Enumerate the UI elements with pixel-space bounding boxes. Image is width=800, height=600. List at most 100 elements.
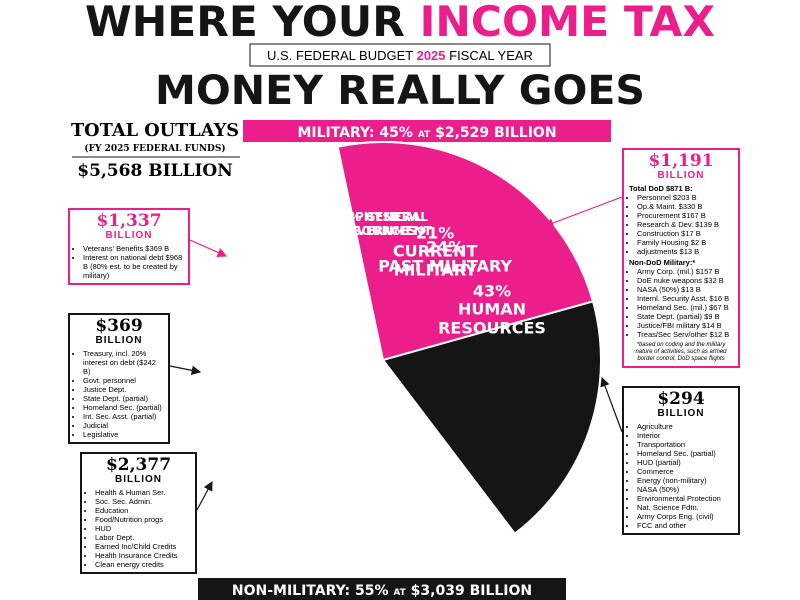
callout-item: NASA (50%) $13 B [637, 285, 733, 294]
callout-item: Justice Dept. [83, 385, 163, 394]
callout-item: Personnel $203 B [637, 193, 733, 202]
slice-label: 7% GENERAL GOVERNMENT [324, 210, 444, 239]
pie-slice [336, 141, 595, 362]
title-part: WHERE YOUR [85, 0, 420, 46]
callout-list: Health & Human Ser.Soc. Sec. Admin.Educa… [87, 488, 190, 569]
callout-item: Interior [637, 431, 733, 440]
slice-value-label: 5% [330, 210, 351, 225]
callout-item: Labor Dept. [95, 533, 190, 542]
callout-item: State Dept. (partial) $9 B [637, 312, 733, 321]
callout-list: Treasury, incl. 20% interest on debt ($2… [75, 349, 163, 439]
callout-item: Construction $17 B [637, 229, 733, 238]
non-military-banner-bg [198, 578, 566, 600]
callout-item: Judicial [83, 421, 163, 430]
banner-part: $2,529 BILLION [430, 125, 556, 141]
banner-part: AT [418, 130, 431, 140]
callout-amount: $1,337 [96, 211, 162, 231]
callout-amount: $294 [657, 389, 705, 409]
arrow [196, 480, 213, 511]
slice-label: 24% PAST MILITARY [370, 238, 520, 276]
callout-item: Transportation [637, 440, 733, 449]
slice-category: HUMAN RESOURCES [438, 299, 546, 338]
military-banner-bg [243, 120, 611, 142]
callout-list: Veterans' Benefits $369 BInterest on nat… [75, 244, 183, 280]
callout-heading: Non-DoD Military:* [629, 258, 696, 267]
callout-item: Health Insurance Credits [95, 551, 190, 560]
callout-amount: $2,377 [105, 455, 172, 475]
callout-item: FCC and other [637, 521, 733, 530]
callout-amount: $369 [95, 316, 143, 336]
callout-note: *based on coding and the military nature… [635, 342, 727, 362]
callout-list: Personnel $203 BOp.& Maint. $330 BProcur… [629, 193, 733, 256]
callout-item: State Dept. (partial) [83, 394, 163, 403]
slice-value-label: 7% [340, 210, 362, 225]
callout-item: Agriculture [637, 422, 733, 431]
slice-category: PHYSICAL RESOURCES [335, 210, 422, 239]
callout-item: DoE nuke weapons $32 B [637, 276, 733, 285]
callout-item: Homeland Sec. (partial) [637, 449, 733, 458]
callout-amount: $1,191 [648, 151, 714, 171]
callout-item: Homeland Sec. (partial) [83, 403, 163, 412]
arrow [543, 196, 623, 228]
callout-unit: BILLION [105, 230, 153, 241]
slice-label: 43% HUMAN RESOURCES [417, 282, 567, 337]
callout-item: Food/Nutrition progs [95, 515, 190, 524]
slice-value-label: 21% [416, 223, 455, 243]
banner-part: $3,039 BILLION [406, 583, 532, 599]
callout-item: Research & Dev. $139 B [637, 220, 733, 229]
callout-item: HUD [95, 524, 190, 533]
callout-item: Family Housing $2 B [637, 238, 733, 247]
subtitle-year: 2025 [417, 48, 446, 63]
callout-item: Procurement $167 B [637, 211, 733, 220]
subtitle-box [249, 43, 551, 67]
slice-label: 5% PHYSICAL RESOURCES [316, 210, 436, 239]
arrow [169, 365, 202, 376]
callout-item: Interest on national debt $968 B (80% es… [83, 253, 183, 280]
callout-unit: BILLION [657, 408, 705, 419]
pie [336, 141, 602, 536]
arrow [600, 376, 623, 433]
callout-item: Health & Human Ser. [95, 488, 190, 497]
callout-item: Govt. personnel [83, 376, 163, 385]
callout-unit: BILLION [657, 170, 705, 181]
slice-label: 21% CURRENT MILITARY [360, 224, 510, 279]
callout-item: Treasury, incl. 20% interest on debt ($2… [83, 349, 163, 376]
banner-part: MILITARY: 45% [297, 125, 417, 141]
callout-unit: BILLION [115, 474, 162, 485]
callout-item: Treas/Sec Serv/other $12 B [637, 330, 733, 339]
non-military-banner: NON-MILITARY: 55% AT $3,039 BILLION [232, 583, 532, 599]
slice-category: PAST MILITARY [378, 256, 512, 276]
slice-value-label: 24% [425, 238, 465, 258]
callout-item: HUD (partial) [637, 458, 733, 467]
callout-item: Op.& Maint. $330 B [637, 202, 733, 211]
callout-item: Veterans' Benefits $369 B [83, 244, 183, 253]
callout-item: Earned Inc/Child Credits [95, 542, 190, 551]
subtitle-part: U.S. FEDERAL BUDGET [267, 48, 417, 63]
callout-item: Justice/FBI military $14 B [637, 321, 733, 330]
callout-unit: BILLION [95, 335, 143, 346]
callout-item: Internl. Security Asst. $16 B [637, 294, 733, 303]
slice-category: CURRENT MILITARY [392, 241, 478, 280]
callout-item: NASA (50%) [637, 485, 733, 494]
callout-item: Army Corp. (mil.) $157 B [637, 267, 733, 276]
total-amount: $5,568 BILLION [77, 161, 233, 181]
subtitle-part: FISCAL YEAR [446, 48, 533, 63]
callout-item: Int. Sec. Asst. (partial) [83, 412, 163, 421]
callout-list: AgricultureInteriorTransportationHomelan… [629, 422, 733, 530]
slice-value-label: 43% [472, 281, 512, 301]
callout-item: Energy (non-military) [637, 476, 733, 485]
callout-item: Homeland Sec. (mil.) $67 B [637, 303, 733, 312]
callout-item: Soc. Sec. Admin. [95, 497, 190, 506]
callout-list: Army Corp. (mil.) $157 BDoE nuke weapons… [629, 267, 733, 339]
callout-item: Legislative [83, 430, 163, 439]
callout-item: Commerce [637, 467, 733, 476]
callout-item: Environmental Protection [637, 494, 733, 503]
total-label: TOTAL OUTLAYS [71, 120, 239, 141]
